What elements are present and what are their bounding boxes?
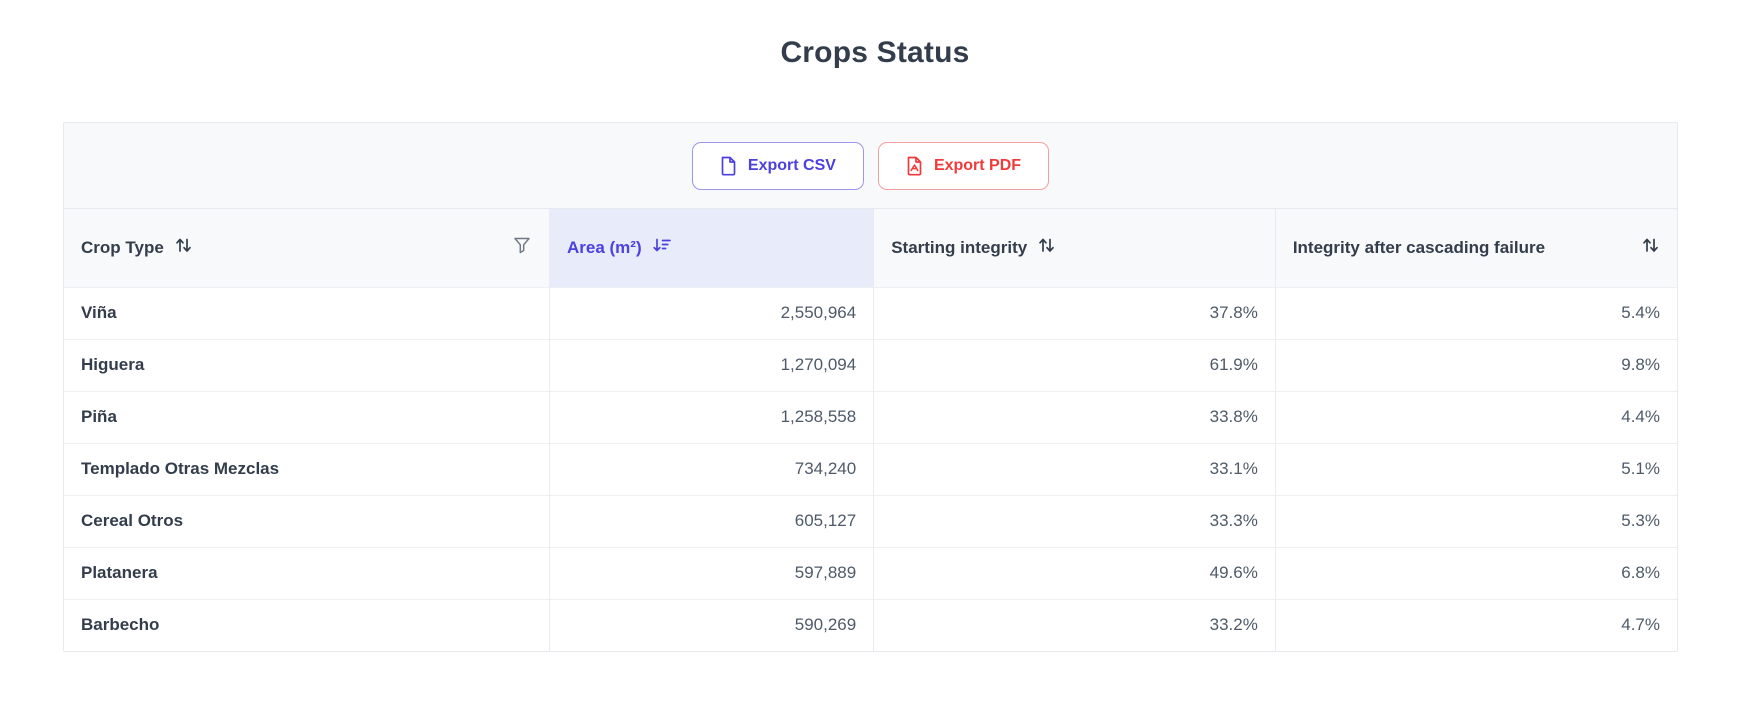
cell-integrity-after: 5.1% xyxy=(1275,442,1677,495)
cell-area: 1,270,094 xyxy=(549,338,875,391)
cell-integrity-after: 5.3% xyxy=(1275,494,1677,547)
cell-integrity-after: 4.4% xyxy=(1275,390,1677,443)
cell-crop-type: Barbecho xyxy=(64,598,550,651)
cell-starting-integrity: 33.2% xyxy=(873,598,1276,651)
cell-integrity-after: 4.7% xyxy=(1275,598,1677,651)
column-header-integrity-after-failure[interactable]: Integrity after cascading failure xyxy=(1275,209,1677,287)
cell-starting-integrity: 61.9% xyxy=(873,338,1276,391)
column-header-area[interactable]: Area (m²) xyxy=(549,209,875,287)
cell-crop-type: Viña xyxy=(64,286,550,339)
export-pdf-button[interactable]: Export PDF xyxy=(877,141,1050,190)
cell-starting-integrity: 33.1% xyxy=(873,442,1276,495)
area-header-label: Area (m²) xyxy=(567,237,642,257)
crops-table-card: Export CSV Export PDF C xyxy=(63,122,1678,652)
cell-crop-type: Piña xyxy=(64,390,550,443)
sort-arrows-up-down-icon xyxy=(174,236,193,259)
cell-crop-type: Cereal Otros xyxy=(64,494,550,547)
table-row: Viña 2,550,964 37.8% 5.4% xyxy=(64,286,1677,339)
cell-area: 2,550,964 xyxy=(549,286,875,339)
column-header-crop-type[interactable]: Crop Type xyxy=(64,209,550,287)
cell-area: 590,269 xyxy=(549,598,875,651)
integrity-after-header-label: Integrity after cascading failure xyxy=(1292,238,1546,258)
cell-integrity-after: 5.4% xyxy=(1275,286,1677,339)
cell-integrity-after: 6.8% xyxy=(1275,546,1677,599)
cell-starting-integrity: 49.6% xyxy=(873,546,1276,599)
cell-starting-integrity: 33.3% xyxy=(873,494,1276,547)
crops-table: Crop Type xyxy=(64,209,1677,651)
table-row: Cereal Otros 605,127 33.3% 5.3% xyxy=(64,494,1677,547)
column-header-starting-integrity[interactable]: Starting integrity xyxy=(873,209,1276,287)
starting-integrity-header-label: Starting integrity xyxy=(891,237,1028,257)
cell-crop-type: Higuera xyxy=(64,338,550,391)
cell-crop-type: Templado Otras Mezclas xyxy=(64,442,550,495)
table-row: Higuera 1,270,094 61.9% 9.8% xyxy=(64,338,1677,391)
page-title: Crops Status xyxy=(780,36,970,69)
table-row: Barbecho 590,269 33.2% 4.7% xyxy=(64,598,1677,651)
filter-funnel-icon[interactable] xyxy=(512,235,532,260)
cell-area: 605,127 xyxy=(549,494,875,547)
sort-arrows-up-down-icon xyxy=(1037,236,1056,259)
sort-arrows-up-down-icon xyxy=(1641,236,1660,259)
sort-descending-bars-icon xyxy=(652,236,672,259)
crop-type-header-label: Crop Type xyxy=(81,237,164,257)
cell-starting-integrity: 33.8% xyxy=(873,390,1276,443)
table-toolbar: Export CSV Export PDF xyxy=(64,123,1677,209)
cell-area: 734,240 xyxy=(549,442,875,495)
cell-area: 597,889 xyxy=(549,546,875,599)
file-pdf-icon xyxy=(906,156,923,176)
cell-area: 1,258,558 xyxy=(549,390,875,443)
table-row: Platanera 597,889 49.6% 6.8% xyxy=(64,546,1677,599)
table-row: Piña 1,258,558 33.8% 4.4% xyxy=(64,390,1677,443)
table-header-row: Crop Type xyxy=(64,209,1677,287)
export-pdf-label: Export PDF xyxy=(933,156,1022,174)
cell-crop-type: Platanera xyxy=(64,546,550,599)
table-row: Templado Otras Mezclas 734,240 33.1% 5.1… xyxy=(64,442,1677,495)
cell-starting-integrity: 37.8% xyxy=(873,286,1276,339)
export-csv-button[interactable]: Export CSV xyxy=(691,141,864,190)
file-document-icon xyxy=(720,156,737,176)
export-csv-label: Export CSV xyxy=(747,156,836,174)
cell-integrity-after: 9.8% xyxy=(1275,338,1677,391)
